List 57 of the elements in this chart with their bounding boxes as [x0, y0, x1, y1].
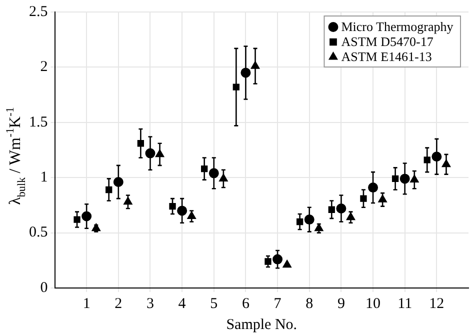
- point: [336, 204, 346, 214]
- x-tick-label: 3: [146, 296, 154, 312]
- point: [296, 218, 304, 226]
- point: [400, 174, 410, 184]
- x-tick-label: 2: [114, 296, 122, 312]
- x-tick-label: 12: [429, 296, 444, 312]
- legend-label: Micro Thermography: [341, 19, 454, 34]
- point: [137, 140, 144, 147]
- x-tick-label: 9: [337, 296, 345, 312]
- point: [392, 175, 399, 182]
- x-tick-label: 8: [306, 296, 314, 312]
- x-tick-label: 7: [274, 296, 282, 312]
- point: [145, 148, 156, 158]
- x-tick-label: 5: [210, 296, 218, 312]
- point: [378, 194, 387, 202]
- point: [82, 211, 92, 222]
- x-tick-label: 1: [82, 296, 90, 312]
- y-tick-label: 1: [40, 170, 48, 186]
- y-tick-label: 0.5: [29, 224, 48, 241]
- point: [424, 156, 430, 164]
- point: [240, 68, 251, 78]
- point: [368, 182, 378, 193]
- y-tick-label: 2: [40, 59, 48, 76]
- y-tick-label: 2.5: [29, 4, 48, 20]
- point: [232, 84, 240, 90]
- legend-label: ASTM D5470-17: [341, 34, 434, 49]
- legend-label: ASTM E1461-13: [341, 49, 432, 64]
- point: [124, 196, 132, 205]
- point: [177, 206, 188, 216]
- point: [410, 174, 419, 183]
- point: [106, 186, 112, 194]
- point: [250, 61, 260, 69]
- x-tick-label: 10: [366, 296, 381, 312]
- point: [360, 195, 367, 202]
- point: [187, 211, 196, 219]
- x-tick-label: 11: [398, 296, 412, 312]
- point: [113, 177, 124, 188]
- point: [169, 202, 176, 210]
- point: [219, 174, 228, 182]
- x-axis-title: Sample No.: [226, 316, 298, 333]
- point: [432, 152, 442, 162]
- y-tick-label: 0: [40, 280, 48, 296]
- point: [304, 214, 314, 225]
- point: [74, 216, 80, 223]
- x-tick-label: 6: [242, 296, 250, 312]
- y-tick-label: 1.5: [29, 114, 48, 130]
- point: [442, 159, 451, 168]
- point: [208, 168, 219, 178]
- y-axis-title: λbulk / Wm-1K-1: [4, 107, 28, 205]
- point: [328, 206, 335, 213]
- point: [272, 254, 283, 264]
- x-tick-label: 4: [178, 296, 186, 312]
- point: [282, 260, 292, 268]
- point: [201, 165, 208, 172]
- point: [155, 149, 164, 158]
- point: [264, 258, 272, 265]
- point: [346, 212, 356, 220]
